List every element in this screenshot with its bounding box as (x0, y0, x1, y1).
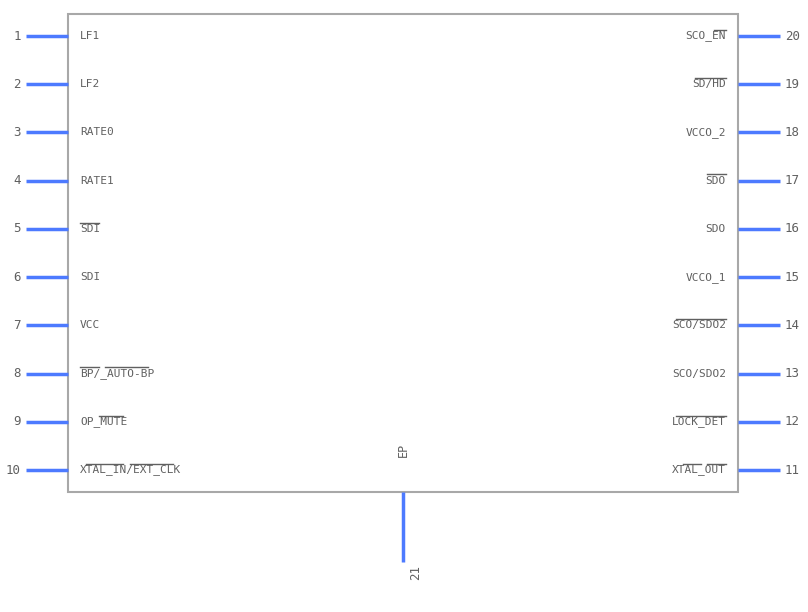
Text: 5: 5 (14, 222, 21, 236)
Text: SCO/SDO2: SCO/SDO2 (672, 320, 726, 330)
Text: 7: 7 (14, 319, 21, 332)
Text: 20: 20 (785, 29, 800, 42)
Text: 3: 3 (14, 126, 21, 139)
Text: 17: 17 (785, 174, 800, 187)
Text: 8: 8 (14, 367, 21, 380)
Text: 16: 16 (785, 222, 800, 236)
Text: 4: 4 (14, 174, 21, 187)
Text: 2: 2 (14, 78, 21, 91)
Text: 1: 1 (14, 29, 21, 42)
Text: 18: 18 (785, 126, 800, 139)
Text: RATE1: RATE1 (80, 176, 114, 185)
Text: 12: 12 (785, 416, 800, 428)
Text: 9: 9 (14, 416, 21, 428)
Text: SDI: SDI (80, 272, 100, 282)
Text: LF1: LF1 (80, 31, 100, 41)
Text: 11: 11 (785, 463, 800, 477)
Bar (68, 14, 738, 492)
Text: LF2: LF2 (80, 79, 100, 89)
Text: EP: EP (397, 443, 410, 457)
Text: 13: 13 (785, 367, 800, 380)
Text: SD/HD: SD/HD (692, 79, 726, 89)
Text: SCO_EN: SCO_EN (685, 31, 726, 42)
Text: SCO/SDO2: SCO/SDO2 (672, 368, 726, 379)
Text: SDO: SDO (705, 176, 726, 185)
Text: 15: 15 (785, 271, 800, 283)
Text: 14: 14 (785, 319, 800, 332)
Text: 19: 19 (785, 78, 800, 91)
Text: VCC: VCC (80, 320, 100, 330)
Text: 21: 21 (409, 565, 422, 580)
Text: BP/_AUTO-BP: BP/_AUTO-BP (80, 368, 154, 379)
Text: 10: 10 (6, 463, 21, 477)
Text: SDI: SDI (80, 224, 100, 234)
Text: VCCO_2: VCCO_2 (685, 127, 726, 138)
Text: 6: 6 (14, 271, 21, 283)
Text: XTAL_IN/EXT_CLK: XTAL_IN/EXT_CLK (80, 465, 181, 476)
Text: VCCO_1: VCCO_1 (685, 272, 726, 283)
Text: XTAL_OUT: XTAL_OUT (672, 465, 726, 476)
Text: RATE0: RATE0 (80, 127, 114, 138)
Text: LOCK_DET: LOCK_DET (672, 416, 726, 427)
Text: SDO: SDO (705, 224, 726, 234)
Text: OP_MUTE: OP_MUTE (80, 416, 127, 427)
